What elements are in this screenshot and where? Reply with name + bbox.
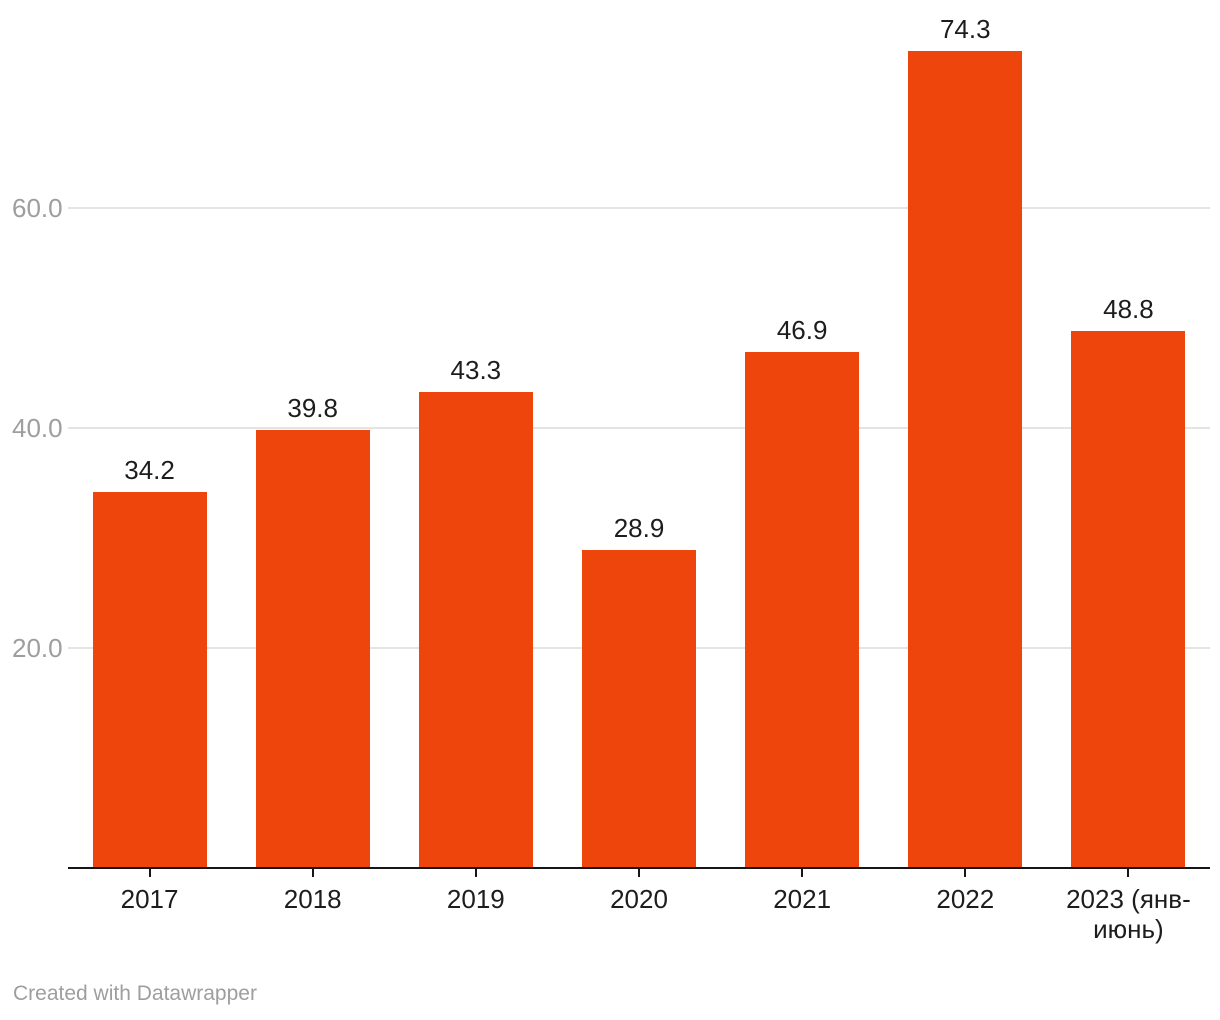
bar-value-label: 48.8 (1103, 294, 1154, 325)
y-tick-label: 40.0 (12, 413, 63, 443)
bar (255, 430, 370, 868)
bar-value-label: 28.9 (613, 513, 665, 544)
x-tick-label: 2022 (936, 884, 995, 914)
x-tick (311, 869, 314, 877)
bar (92, 491, 207, 868)
x-tick-label: 2018 (283, 884, 342, 914)
x-tick (964, 869, 967, 877)
bar-value-label: 43.3 (450, 354, 502, 385)
x-tick (148, 869, 151, 877)
x-tick-label: 2017 (120, 884, 179, 914)
bar-value-label: 74.3 (939, 13, 991, 44)
x-axis-line (68, 867, 1210, 869)
bar-value-label: 39.8 (287, 393, 338, 424)
bar (1071, 331, 1186, 868)
x-tick-label: 2023 (янв-июнь) (1066, 884, 1191, 944)
datawrapper-credit: Created with Datawrapper (13, 982, 257, 1005)
gridline (68, 427, 1210, 429)
bar-value-label: 46.9 (776, 315, 828, 346)
bar (582, 550, 696, 868)
x-tick-label: 2020 (610, 884, 668, 914)
x-tick-label: 2019 (446, 884, 505, 914)
x-tick (638, 869, 640, 877)
x-tick-label: 2021 (773, 884, 832, 914)
y-tick-label: 20.0 (12, 633, 63, 663)
bar (908, 50, 1023, 868)
bar (745, 352, 860, 868)
bar (418, 391, 533, 868)
y-tick-label: 60.0 (12, 193, 63, 223)
x-tick (1127, 869, 1130, 877)
gridline (68, 207, 1210, 209)
bar-value-label: 34.2 (124, 454, 175, 485)
x-tick (474, 869, 477, 877)
x-tick (801, 869, 804, 877)
